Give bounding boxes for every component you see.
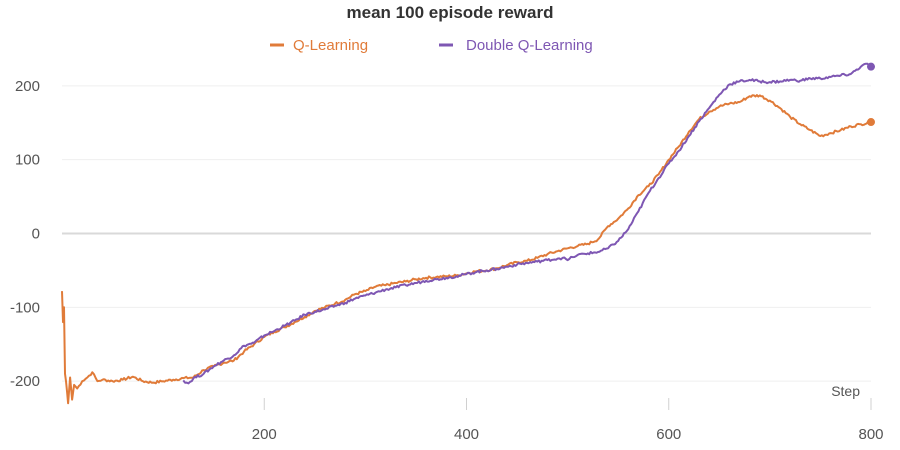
series-line-q-learning xyxy=(61,94,872,405)
y-tick-label: -100 xyxy=(10,299,40,316)
series-lines xyxy=(61,62,875,405)
x-axis-label: Step xyxy=(831,383,860,399)
x-tick-label: 800 xyxy=(858,426,883,443)
y-axis-ticks: -200 -100 0 100 200 xyxy=(10,78,40,390)
legend-label-double-q-learning[interactable]: Double Q-Learning xyxy=(466,37,593,54)
y-tick-label: -200 xyxy=(10,373,40,390)
series-line-double-q-learning xyxy=(182,62,872,385)
grid-lines xyxy=(62,85,871,382)
legend-label-q-learning[interactable]: Q-Learning xyxy=(293,37,368,54)
y-tick-label: 200 xyxy=(15,78,40,95)
x-axis-ticks: 200 400 600 800 xyxy=(252,398,884,443)
y-tick-label: 0 xyxy=(32,226,40,243)
x-tick-label: 600 xyxy=(656,426,681,443)
x-tick-label: 400 xyxy=(454,426,479,443)
y-tick-label: 100 xyxy=(15,152,40,169)
chart-title: mean 100 episode reward xyxy=(347,3,554,22)
series-end-marker-double-q-learning xyxy=(867,62,875,71)
series-end-marker-q-learning xyxy=(867,118,875,127)
x-tick-label: 200 xyxy=(252,426,277,443)
chart-legend: Q-Learning Double Q-Learning xyxy=(270,37,593,54)
